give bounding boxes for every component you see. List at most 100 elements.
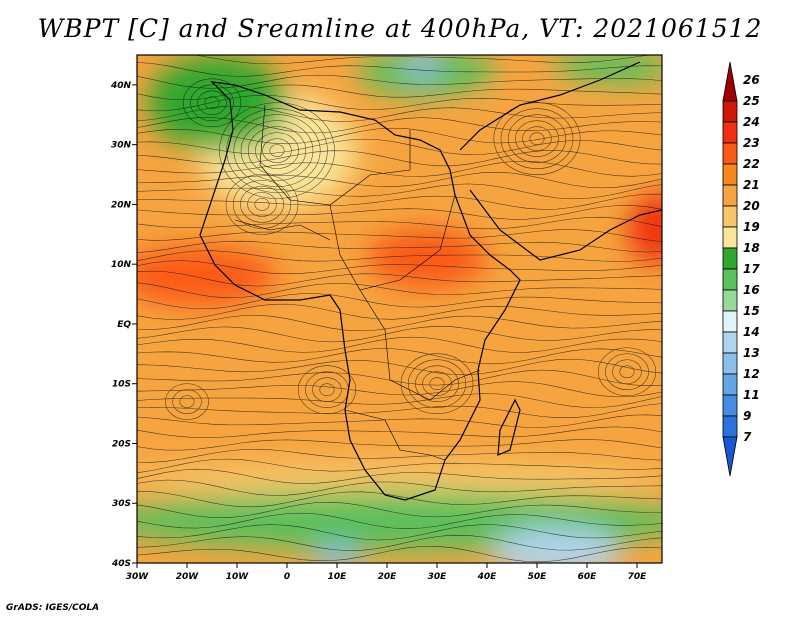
field-west-green-cell (147, 55, 287, 151)
x-tick-label: 10W (226, 572, 250, 582)
colorbar-label: 15 (743, 304, 760, 318)
streamline (137, 426, 662, 438)
streamline (137, 293, 662, 310)
colorbar-label: 20 (743, 199, 760, 213)
streamline-eddy (225, 174, 299, 235)
colorbar-swatch (722, 226, 738, 249)
x-tick-label: 40E (477, 572, 498, 582)
field-south-blue-east (492, 527, 622, 563)
y-axis-ticks: 40N 30N 20N 10N EQ 10S 20S 30S 40S (110, 81, 137, 569)
streamline (137, 150, 662, 167)
y-tick-label: 10N (111, 260, 132, 270)
streamline (137, 160, 662, 177)
streamline (137, 534, 662, 551)
colorbar-swatch (722, 352, 738, 375)
streamline (137, 458, 662, 474)
colorbar-swatch (722, 289, 738, 312)
streamline (137, 205, 662, 220)
streamline (137, 270, 662, 287)
streamline (137, 524, 662, 541)
streamline-eddy (165, 383, 209, 420)
colorbar-swatch (722, 310, 738, 333)
coastlines (199, 61, 662, 501)
x-tick-label: 20W (176, 572, 200, 582)
streamline (137, 229, 662, 242)
colorbar-swatch (722, 61, 738, 102)
streamline (137, 369, 662, 386)
streamline (137, 403, 662, 418)
streamline-eddy (429, 377, 445, 390)
streamline (137, 74, 662, 89)
streamline (137, 55, 654, 65)
x-tick-label: 30W (126, 572, 150, 582)
colorbar: 26 25 24 23 22 21 20 19 18 17 16 15 14 13 12 11 9 7 (722, 61, 760, 477)
streamline (137, 393, 662, 408)
streamline-eddy (522, 126, 552, 151)
streamline (137, 127, 662, 145)
streamline-eddy (233, 114, 321, 187)
streamline-eddy (254, 198, 270, 211)
streamline-eddy (197, 90, 227, 116)
streamline (137, 348, 662, 365)
colorbar-swatch (722, 331, 738, 354)
streamline (137, 326, 662, 343)
colorbar-swatch (722, 268, 738, 291)
colorbar-swatch (722, 121, 738, 144)
colorbar-swatch (722, 373, 738, 396)
streamline-eddy (240, 120, 314, 181)
map-title: WBPT [C] and Sreamline at 400hPa, VT: 20… (37, 14, 763, 43)
field-west-africa-red (137, 246, 277, 307)
colorbar-swatch (722, 100, 738, 123)
colorbar-swatch (722, 184, 738, 207)
y-tick-label: 20S (112, 439, 131, 449)
field-med-blue (402, 55, 442, 79)
x-tick-label: 10E (328, 572, 348, 582)
country-borders (234, 104, 481, 461)
streamline-eddy (247, 192, 277, 217)
colorbar-label: 18 (743, 241, 760, 255)
x-tick-label: 20E (378, 572, 398, 582)
streamline-eddy (319, 383, 335, 396)
x-tick-label: 60E (578, 572, 598, 582)
streamline-eddy (612, 359, 642, 385)
streamline (137, 449, 662, 463)
streamline (137, 512, 662, 529)
streamline (137, 468, 662, 484)
streamline-eddy (190, 84, 234, 122)
streamline (137, 62, 662, 77)
streamline-eddy (269, 144, 285, 157)
x-tick-label: 70E (628, 572, 648, 582)
colorbar-label: 12 (743, 367, 760, 381)
streamline (137, 414, 662, 428)
colorbar-label: 23 (743, 136, 760, 150)
streamline-eddy (400, 353, 474, 414)
colorbar-label: 21 (743, 178, 760, 192)
colorbar-swatch (722, 415, 738, 438)
streamline (137, 183, 662, 200)
streamline-eddy (422, 371, 452, 396)
streamline-eddy (182, 78, 242, 128)
colorbar-swatch (722, 436, 738, 477)
y-tick-label: 40N (110, 81, 132, 91)
colorbar-label: 11 (743, 388, 760, 402)
field-south-yellow-band (137, 461, 662, 498)
streamline-eddy (619, 365, 635, 379)
streamline-eddy (597, 347, 657, 397)
streamline (137, 260, 662, 275)
streamline (137, 358, 662, 376)
x-tick-label: 50E (528, 572, 548, 582)
streamline (137, 491, 662, 508)
streamline-eddy (297, 365, 357, 414)
streamline-eddy (605, 353, 649, 391)
colorbar-label: 17 (743, 262, 760, 276)
streamline (137, 303, 662, 320)
colorbar-label: 13 (743, 346, 760, 360)
streamline (137, 250, 662, 262)
streamline (137, 216, 662, 230)
streamline-eddy (415, 365, 459, 402)
plot-frame (136, 54, 663, 564)
streamline-eddy (312, 377, 342, 402)
streamline-eddy (493, 102, 581, 175)
streamline-eddy (179, 395, 195, 408)
streamline-eddy (226, 108, 328, 193)
